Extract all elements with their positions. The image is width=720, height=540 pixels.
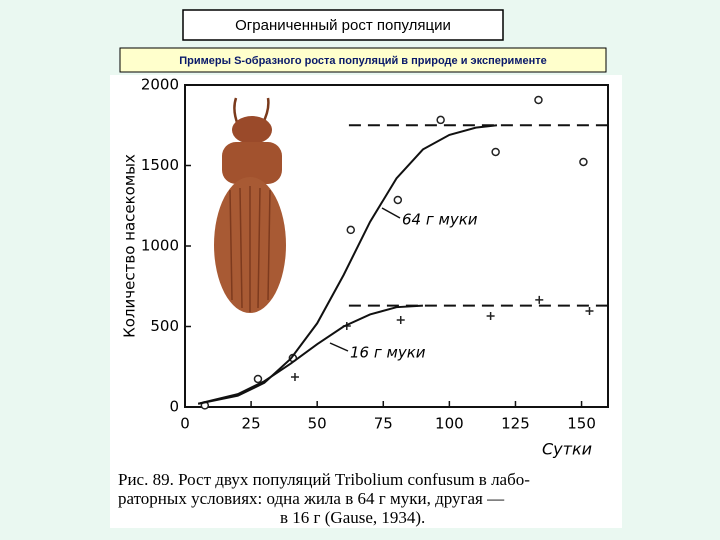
- slide-subtitle: Примеры S-образного роста популяций в пр…: [179, 55, 546, 67]
- annotation-arrow: [329, 342, 349, 352]
- beetle: [214, 97, 286, 313]
- point-plus: [585, 307, 594, 316]
- y-tick-label: 500: [150, 317, 179, 335]
- y-tick-label: 0: [169, 398, 179, 416]
- annotation-arrow: [381, 207, 401, 219]
- x-tick-label: 25: [242, 415, 261, 433]
- point-circle: [436, 115, 445, 125]
- x-tick-label: 0: [180, 415, 190, 433]
- x-axis-label: Сутки: [542, 440, 592, 459]
- y-tick-label: 2000: [141, 76, 179, 94]
- slide-title: Ограниченный рост популяции: [235, 17, 451, 34]
- y-tick-label: 1000: [141, 237, 179, 255]
- subtitle-box: [119, 47, 607, 73]
- title-box: [182, 9, 504, 41]
- point-plus: [396, 316, 405, 325]
- x-tick-label: 50: [308, 415, 327, 433]
- x-tick-label: 125: [501, 415, 530, 433]
- point-plus: [290, 373, 299, 382]
- beetle-head: [232, 116, 272, 144]
- point-circle: [346, 225, 356, 235]
- caption-line: раторных условиях: одна жила в 64 г муки…: [118, 489, 505, 508]
- y-axis-label: Количество насекомых: [121, 154, 139, 338]
- x-tick-label: 150: [567, 415, 596, 433]
- growth-curve: [197, 304, 423, 405]
- annotation: 16 г муки: [350, 344, 426, 362]
- growth-curve: [198, 124, 498, 405]
- point-plus: [486, 312, 495, 321]
- x-tick-label: 100: [435, 415, 464, 433]
- point-circle: [393, 195, 403, 205]
- point-circle: [253, 374, 263, 384]
- x-tick-label: 75: [374, 415, 393, 433]
- beetle-stripes: [229, 186, 271, 312]
- point-plus: [535, 295, 544, 304]
- caption-line: в 16 г (Gause, 1934).: [280, 508, 425, 527]
- beetle-thorax: [222, 142, 282, 184]
- point-circle: [534, 95, 543, 105]
- point-circle: [579, 157, 588, 167]
- y-tick-label: 1500: [141, 156, 179, 174]
- figure-background: [110, 75, 622, 528]
- caption-line: Рис. 89. Рост двух популяций Tribolium c…: [118, 470, 530, 489]
- annotation: 64 г муки: [402, 211, 478, 229]
- point-circle: [491, 147, 500, 157]
